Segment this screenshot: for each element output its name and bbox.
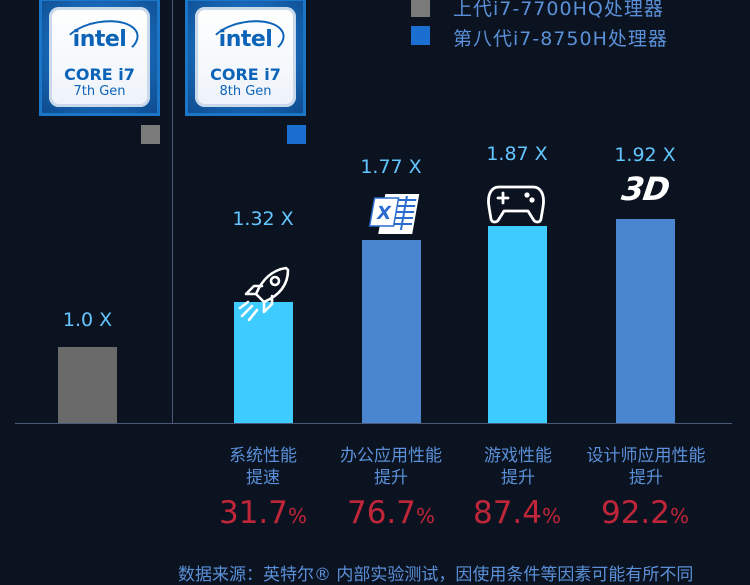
- category-label-office: 办公应用性能 提升: [326, 445, 456, 489]
- badge-face: intel CORE i7 7th Gen: [49, 7, 150, 107]
- percent-value: 92.2: [600, 495, 670, 531]
- badge-swatch-previous: [141, 125, 160, 144]
- bar-system-performance: [234, 302, 293, 423]
- office-document-icon: X: [368, 194, 420, 234]
- value-label-office: 1.77 X: [360, 156, 422, 178]
- value-label-system: 1.32 X: [232, 208, 294, 230]
- chart-baseline: [15, 423, 732, 424]
- bar-baseline: [58, 347, 117, 423]
- category-label-system: 系统性能 提速: [203, 445, 323, 489]
- category-subname: 提升: [629, 468, 663, 488]
- section-divider: [172, 0, 173, 423]
- legend-label-current: 第八代i7-8750H处理器: [453, 28, 668, 50]
- badge-brand: intel: [72, 27, 127, 52]
- category-label-gaming: 游戏性能 提升: [458, 445, 578, 489]
- category-name: 游戏性能: [484, 446, 552, 466]
- badge-generation: 8th Gen: [219, 84, 272, 99]
- percent-unit: %: [416, 504, 436, 528]
- badge-generation: 7th Gen: [73, 84, 126, 99]
- badge-swatch-current: [287, 125, 306, 144]
- category-subname: 提升: [374, 468, 408, 488]
- badge-family: CORE i7: [64, 65, 135, 84]
- intel-8th-gen-badge: intel CORE i7 8th Gen: [185, 0, 306, 116]
- percent-system: 31.7%: [203, 495, 323, 531]
- bar-gaming-performance: [488, 226, 547, 423]
- percent-unit: %: [670, 504, 690, 528]
- percent-designer: 92.2%: [585, 495, 705, 531]
- category-name: 设计师应用性能: [586, 446, 706, 466]
- category-name: 办公应用性能: [340, 446, 442, 466]
- badge-family: CORE i7: [210, 65, 281, 84]
- category-label-designer: 设计师应用性能 提升: [574, 445, 718, 489]
- category-subname: 提升: [501, 468, 535, 488]
- value-label-gaming: 1.87 X: [486, 143, 548, 165]
- bar-designer-performance: [616, 219, 675, 423]
- intel-7th-gen-badge: intel CORE i7 7th Gen: [39, 0, 160, 116]
- category-subname: 提速: [246, 468, 280, 488]
- rocket-icon: [238, 266, 290, 322]
- badge-brand: intel: [218, 27, 273, 52]
- percent-value: 87.4: [472, 495, 542, 531]
- svg-text:X: X: [375, 203, 393, 224]
- percent-unit: %: [288, 504, 308, 528]
- percent-value: 31.7: [218, 495, 288, 531]
- legend-swatch-current: [411, 26, 430, 45]
- bar-office-performance: [362, 240, 421, 423]
- percent-unit: %: [542, 504, 562, 528]
- value-label-baseline: 1.0 X: [62, 309, 113, 331]
- category-name: 系统性能: [229, 446, 297, 466]
- percent-value: 76.7: [346, 495, 416, 531]
- badge-face: intel CORE i7 8th Gen: [195, 7, 296, 107]
- value-label-designer: 1.92 X: [614, 144, 676, 166]
- legend-swatch-previous: [411, 0, 430, 17]
- percent-gaming: 87.4%: [457, 495, 577, 531]
- percent-office: 76.7%: [331, 495, 451, 531]
- gamepad-icon: [487, 185, 545, 224]
- legend-label-previous: 上代i7-7700HQ处理器: [453, 0, 664, 20]
- 3d-icon: 3D: [619, 170, 672, 208]
